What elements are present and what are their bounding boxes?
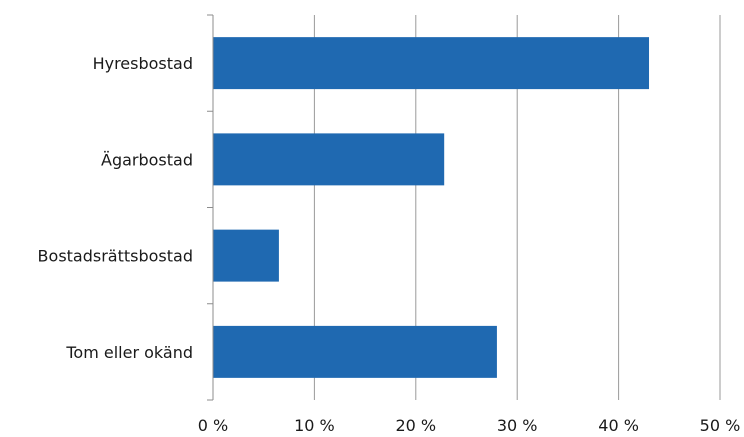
- x-tick-label: 10 %: [294, 416, 335, 435]
- bars: [213, 37, 650, 378]
- x-tick-label: 0 %: [198, 416, 228, 435]
- x-tick-label: 40 %: [598, 416, 639, 435]
- category-label: Hyresbostad: [93, 54, 193, 73]
- bar-hyresbostad: [213, 37, 650, 90]
- category-label: Ägarbostad: [101, 150, 193, 169]
- category-label: Bostadsrättsbostad: [38, 247, 193, 266]
- x-tick-label: 30 %: [497, 416, 538, 435]
- bar-tom-eller-okänd: [213, 325, 497, 378]
- bar-bostadsrättsbostad: [213, 229, 279, 282]
- category-label: Tom eller okänd: [65, 343, 193, 362]
- labels: Hyresbostad Ägarbostad Bostadsrättsbostad T…: [38, 54, 741, 435]
- bar-ägarbostad: [213, 133, 445, 186]
- axes: [207, 14, 214, 401]
- x-tick-label: 50 %: [700, 416, 741, 435]
- x-tick-label: 20 %: [395, 416, 436, 435]
